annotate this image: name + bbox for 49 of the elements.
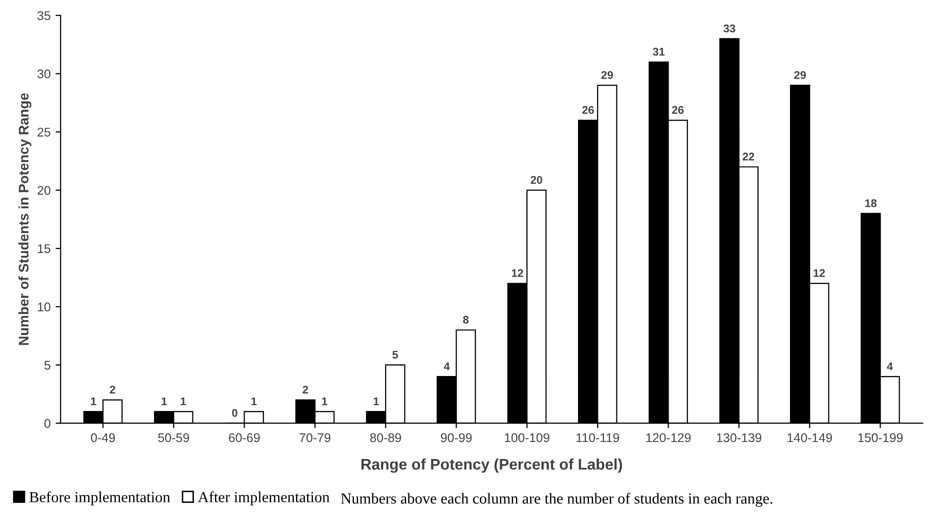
data-label: 2 xyxy=(110,386,116,394)
data-label: 4 xyxy=(886,362,893,370)
x-tick-label: 110-119 xyxy=(576,433,620,442)
data-label: 18 xyxy=(865,199,877,208)
x-tick-label: 150-199 xyxy=(858,433,903,442)
legend-label: After implementation xyxy=(198,491,330,506)
y-tick-label: 25 xyxy=(38,128,50,137)
data-label: 0 xyxy=(232,408,238,417)
y-tick-label: 30 xyxy=(37,69,50,78)
x-tick-label: 140-149 xyxy=(788,433,832,442)
data-label: 1 xyxy=(162,397,167,406)
data-label: 29 xyxy=(601,71,613,79)
data-label: 12 xyxy=(814,269,825,277)
y-tick-label: 35 xyxy=(37,11,50,20)
data-label: 4 xyxy=(444,362,450,370)
data-label: 1 xyxy=(374,397,379,406)
x-tick-label: 50-59 xyxy=(158,433,190,442)
legend-label: Before implementation xyxy=(29,491,170,506)
data-label: 22 xyxy=(742,152,754,160)
data-label: 29 xyxy=(794,71,806,79)
x-tick-label: 90-99 xyxy=(440,433,472,442)
data-label: 31 xyxy=(652,48,665,56)
x-tick-label: 130-139 xyxy=(716,433,762,442)
x-tick-label: 100-109 xyxy=(504,433,550,442)
data-label: 1 xyxy=(322,397,328,406)
data-label: 8 xyxy=(463,316,469,324)
x-axis-title: Range of Potency (Percent of Label) xyxy=(362,458,622,473)
data-label: 33 xyxy=(723,24,736,32)
y-tick-label: 15 xyxy=(38,244,50,254)
x-tick-label: 70-79 xyxy=(300,433,330,442)
text: Numbers above each column are the number of students in each range. xyxy=(340,492,772,507)
data-label: 2 xyxy=(302,386,308,394)
y-tick-label: 0 xyxy=(44,419,50,428)
y-tick-label: 5 xyxy=(44,360,50,370)
data-label: 1 xyxy=(91,397,96,406)
data-label: 26 xyxy=(672,106,684,114)
data-label: 1 xyxy=(180,397,186,406)
data-label: 26 xyxy=(582,106,594,114)
data-label: 12 xyxy=(512,269,524,277)
y-tick-label: 20 xyxy=(38,186,50,195)
x-tick-label: 80-89 xyxy=(370,433,402,442)
data-label: 20 xyxy=(530,176,542,184)
x-tick-label: 120-129 xyxy=(646,433,691,442)
y-tick-label: 10 xyxy=(38,302,50,312)
x-tick-label: 0-49 xyxy=(90,433,115,442)
y-axis-title: Number of Students in Potency Range xyxy=(18,93,32,345)
data-label: 5 xyxy=(392,350,398,359)
data-label: 1 xyxy=(251,397,257,406)
x-tick-label: 60-69 xyxy=(228,433,260,442)
